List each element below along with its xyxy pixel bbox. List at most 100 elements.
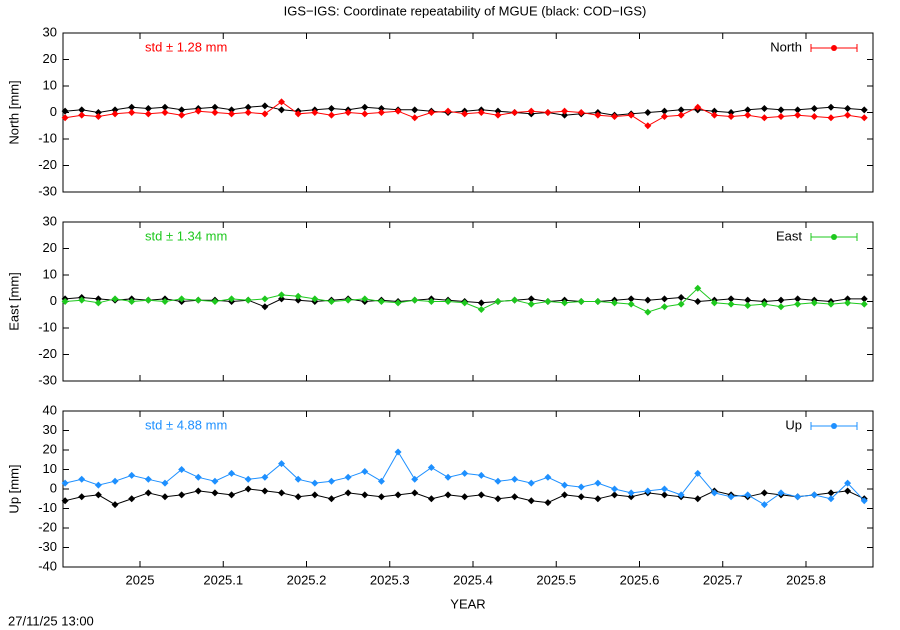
data-point [211, 103, 219, 111]
data-point [161, 298, 169, 305]
std-annotation: std ± 4.88 mm [145, 417, 227, 432]
data-point [211, 109, 219, 116]
data-point [111, 295, 119, 303]
data-point [744, 296, 752, 304]
data-point [561, 299, 569, 307]
data-point [777, 303, 785, 311]
data-point [594, 111, 602, 119]
data-point [760, 105, 768, 113]
data-point [710, 107, 718, 115]
data-point [760, 489, 768, 497]
data-point [544, 473, 552, 481]
data-point [411, 106, 419, 114]
data-point [494, 107, 502, 115]
data-point [710, 111, 718, 119]
data-point [611, 112, 619, 120]
data-point [527, 300, 535, 308]
data-point [311, 491, 319, 499]
data-point [577, 483, 585, 491]
y-tick-label: 30 [43, 24, 57, 39]
data-point [144, 475, 152, 483]
data-point [261, 473, 269, 481]
data-point [844, 295, 852, 303]
data-point [427, 298, 435, 305]
data-point [444, 473, 452, 481]
data-point [194, 473, 202, 481]
data-point [144, 105, 152, 113]
data-point [694, 103, 702, 111]
data-point [178, 106, 186, 114]
legend-label: North [770, 39, 802, 54]
data-point [611, 299, 619, 307]
data-point [660, 491, 668, 499]
data-point [810, 299, 818, 307]
data-point [111, 501, 119, 509]
y-tick-label: -30 [38, 372, 57, 387]
data-point [677, 294, 685, 302]
data-point [427, 109, 435, 116]
data-point [294, 110, 302, 118]
data-point [860, 114, 868, 122]
data-point [544, 499, 552, 507]
data-point [744, 491, 752, 499]
x-tick-label: 2025.5 [536, 572, 576, 587]
data-point [677, 491, 685, 499]
y-axis-label: East [mm] [6, 272, 21, 331]
data-point [694, 469, 702, 477]
data-point [694, 298, 702, 305]
data-point [444, 107, 452, 115]
data-point [660, 303, 668, 311]
data-point [261, 102, 269, 110]
legend-marker [831, 423, 837, 429]
data-point [128, 495, 136, 503]
data-point [361, 467, 369, 475]
data-point [577, 493, 585, 501]
y-tick-label: -20 [38, 157, 57, 172]
data-point [627, 493, 635, 501]
data-point [544, 109, 552, 116]
x-tick-label: 2025.8 [786, 572, 826, 587]
data-point [827, 300, 835, 308]
data-point [344, 473, 352, 481]
data-point [94, 295, 102, 303]
data-point [427, 464, 435, 472]
data-point [194, 296, 202, 304]
data-point [494, 477, 502, 485]
data-point [178, 466, 186, 473]
y-tick-label: 20 [43, 441, 57, 456]
data-point [327, 477, 335, 485]
data-point [261, 487, 269, 495]
y-tick-label: -10 [38, 500, 57, 515]
data-point [394, 107, 402, 115]
std-annotation: std ± 1.28 mm [145, 39, 227, 54]
data-point [511, 296, 519, 304]
data-point [194, 487, 202, 495]
data-point [361, 103, 369, 111]
data-point [477, 109, 485, 116]
data-point [377, 477, 385, 485]
data-point [461, 469, 469, 477]
data-point [660, 295, 668, 303]
y-tick-label: -10 [38, 319, 57, 334]
data-point [78, 106, 86, 114]
data-point [710, 489, 718, 497]
data-point [627, 300, 635, 308]
data-point [860, 300, 868, 308]
y-axis-label: North [mm] [6, 80, 21, 144]
data-point [94, 299, 102, 307]
y-tick-label: 20 [43, 240, 57, 255]
data-point [827, 103, 835, 111]
data-point [477, 299, 485, 307]
legend-label: Up [785, 417, 802, 432]
data-point [794, 295, 802, 303]
data-point [611, 491, 619, 499]
data-point [78, 475, 86, 483]
data-point [128, 471, 136, 479]
data-point [261, 303, 269, 311]
data-point [361, 295, 369, 303]
data-point [128, 109, 136, 116]
data-point [78, 111, 86, 119]
data-point [494, 111, 502, 119]
data-point [777, 489, 785, 497]
